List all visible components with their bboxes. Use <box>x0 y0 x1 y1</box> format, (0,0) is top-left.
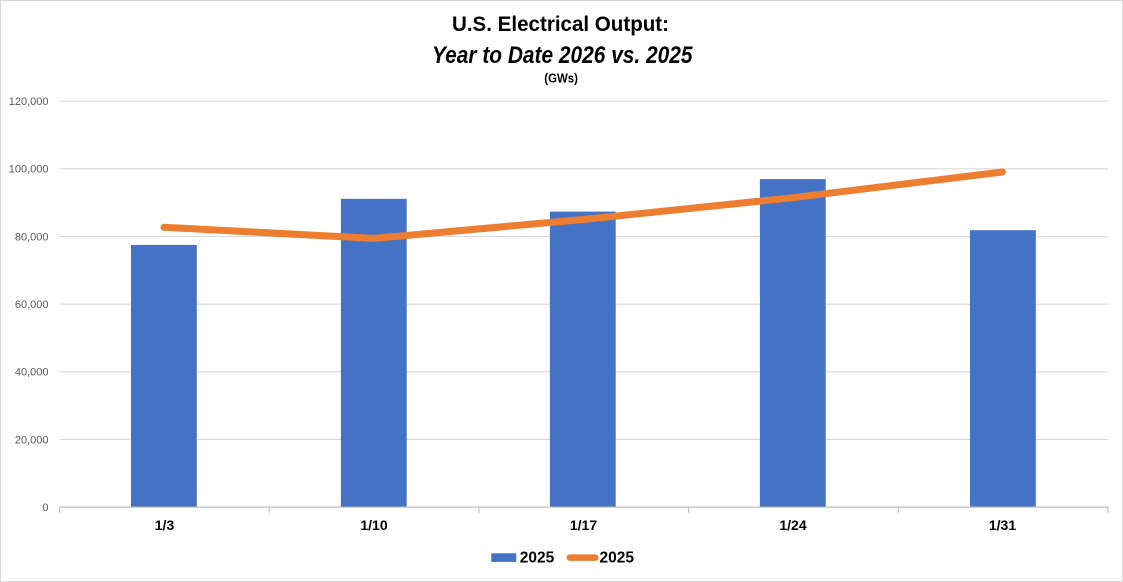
svg-text:60,000: 60,000 <box>15 299 49 311</box>
svg-text:1/10: 1/10 <box>360 517 387 533</box>
svg-text:40,000: 40,000 <box>15 367 49 379</box>
svg-text:1/3: 1/3 <box>155 517 175 533</box>
svg-text:2025: 2025 <box>600 550 635 567</box>
svg-text:Year to Date 2026 vs. 2025: Year to Date 2026 vs. 2025 <box>432 42 693 69</box>
svg-text:20,000: 20,000 <box>15 434 49 446</box>
svg-text:0: 0 <box>42 502 48 514</box>
svg-text:80,000: 80,000 <box>15 231 49 243</box>
svg-text:U.S. Electrical Output:: U.S. Electrical Output: <box>452 13 669 36</box>
svg-text:1/17: 1/17 <box>570 517 597 533</box>
svg-text:1/24: 1/24 <box>779 517 806 533</box>
svg-text:1/31: 1/31 <box>989 517 1016 533</box>
svg-text:(GWs): (GWs) <box>544 71 578 86</box>
svg-text:2025: 2025 <box>520 550 555 567</box>
svg-text:120,000: 120,000 <box>9 96 49 108</box>
svg-text:100,000: 100,000 <box>9 164 49 176</box>
